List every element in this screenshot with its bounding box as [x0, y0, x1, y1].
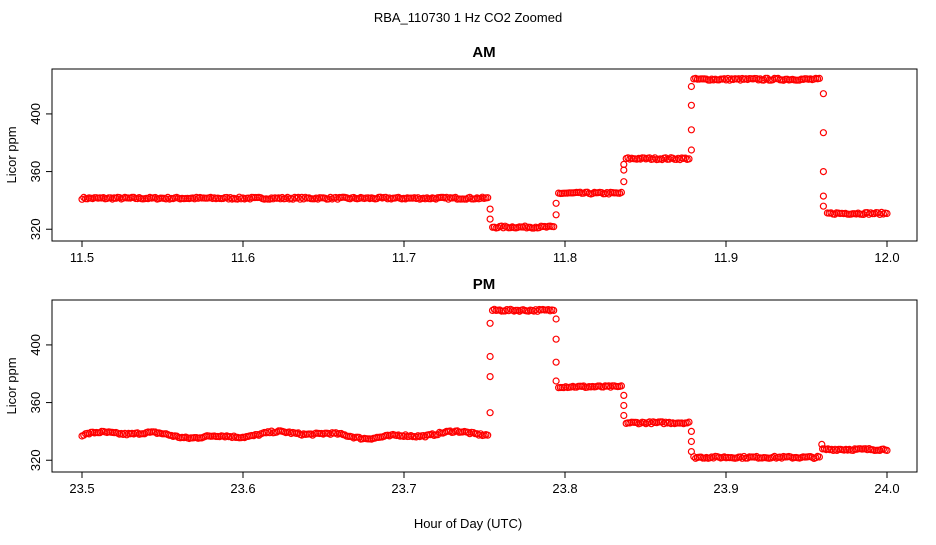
pm-plot-frame — [51, 299, 918, 473]
am-points — [78, 74, 891, 232]
am-panel-title: AM — [472, 44, 495, 61]
data-point — [819, 129, 828, 137]
data-point — [883, 446, 891, 454]
data-point — [812, 454, 820, 462]
data-point — [255, 431, 263, 439]
y-tick-label: 400 — [28, 334, 43, 356]
data-point — [486, 373, 494, 381]
data-point — [685, 155, 693, 163]
pm-panel-title: PM — [473, 276, 496, 293]
data-point — [486, 352, 494, 361]
am-y-ticks: 320 360 400 — [28, 103, 52, 240]
data-point — [552, 377, 560, 385]
x-tick-label: 23.8 — [552, 481, 577, 496]
data-point — [735, 75, 743, 83]
data-point — [685, 418, 693, 426]
pm-panel: PM Licor ppm 23.5 23.6 23.7 23.8 23.9 24.0 32… — [4, 276, 918, 496]
data-point — [658, 156, 666, 164]
pm-y-ticks: 320 360 400 — [28, 334, 52, 471]
data-point — [815, 74, 824, 83]
data-point — [819, 90, 828, 98]
data-point — [80, 193, 88, 201]
data-point — [687, 82, 696, 91]
data-point — [818, 440, 826, 448]
data-point — [484, 194, 492, 202]
data-point — [620, 160, 628, 168]
data-point — [815, 453, 824, 461]
data-point — [687, 448, 696, 456]
data-point — [620, 178, 628, 186]
x-tick-label: 11.5 — [70, 250, 94, 265]
data-point — [475, 431, 483, 439]
data-point — [478, 193, 486, 201]
data-point — [464, 428, 472, 436]
am-y-axis-label: Licor ppm — [4, 126, 19, 183]
data-point — [477, 430, 485, 438]
data-point — [687, 126, 696, 134]
x-tick-label: 23.7 — [391, 481, 416, 496]
data-point — [552, 211, 560, 219]
data-point — [550, 306, 558, 314]
data-point — [266, 429, 274, 437]
data-point — [819, 192, 828, 200]
data-point — [552, 335, 560, 343]
data-point — [484, 431, 492, 439]
data-point — [620, 401, 628, 410]
data-point — [96, 429, 104, 437]
am-panel: AM Licor ppm 11.5 11.6 11.7 11.8 11.9 12.0 32… — [4, 44, 918, 265]
x-tick-label: 11.9 — [714, 250, 738, 265]
pm-y-axis-label: Licor ppm — [4, 357, 19, 414]
y-tick-label: 360 — [28, 392, 43, 414]
data-point — [760, 76, 768, 84]
x-tick-label: 23.6 — [230, 481, 255, 496]
data-point — [400, 432, 408, 440]
data-point — [278, 193, 286, 202]
data-point — [687, 427, 696, 435]
data-point — [620, 411, 628, 420]
x-tick-label: 23.9 — [713, 481, 738, 496]
data-point — [552, 358, 560, 366]
data-point — [151, 193, 159, 202]
x-tick-label: 23.5 — [69, 481, 94, 496]
data-point — [883, 209, 891, 218]
x-tick-label: 11.7 — [392, 250, 416, 265]
data-point — [620, 391, 628, 399]
am-plot-frame — [51, 68, 918, 242]
data-point — [446, 427, 454, 435]
pm-x-ticks: 23.5 23.6 23.7 23.8 23.9 24.0 — [69, 472, 900, 496]
y-tick-label: 400 — [28, 103, 43, 125]
x-tick-label: 11.8 — [553, 250, 577, 265]
x-tick-label: 24.0 — [874, 481, 899, 496]
data-point — [819, 168, 828, 176]
data-point — [552, 315, 560, 323]
data-point — [687, 437, 696, 446]
data-point — [552, 199, 560, 207]
data-point — [550, 223, 558, 231]
data-point — [486, 215, 494, 223]
am-x-ticks: 11.5 11.6 11.7 11.8 11.9 12.0 — [70, 241, 900, 265]
pm-points — [78, 305, 891, 462]
y-tick-label: 320 — [28, 218, 43, 240]
data-point — [486, 205, 494, 213]
x-axis-label: Hour of Day (UTC) — [414, 516, 522, 531]
data-point — [687, 146, 696, 154]
data-point — [620, 166, 628, 174]
figure-title: RBA_110730 1 Hz CO2 Zoomed — [374, 10, 562, 25]
x-tick-label: 12.0 — [874, 250, 899, 265]
data-point — [486, 319, 494, 327]
data-point — [486, 409, 494, 417]
data-point — [687, 101, 696, 109]
y-tick-label: 360 — [28, 161, 43, 183]
data-point — [225, 195, 233, 203]
data-point — [819, 202, 828, 210]
x-tick-label: 11.6 — [231, 250, 255, 265]
data-point — [681, 154, 690, 162]
y-tick-label: 320 — [28, 449, 43, 471]
data-point — [617, 382, 626, 390]
data-point — [617, 188, 626, 196]
